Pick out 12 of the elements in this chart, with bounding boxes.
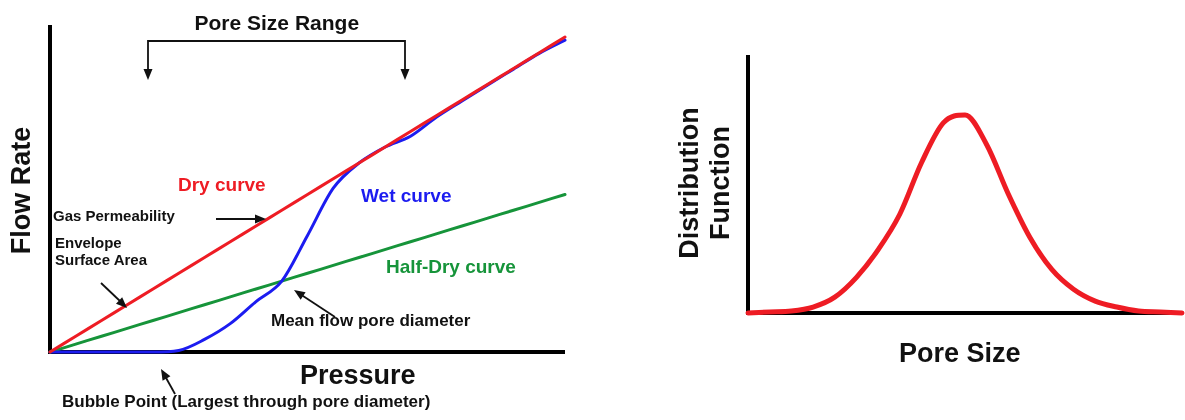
annotation: Mean flow pore diameter (271, 311, 471, 331)
series-label: Dry curve (178, 174, 266, 196)
x-axis-title: Pressure (300, 360, 416, 392)
y-axis-title: Flow Rate (6, 125, 38, 256)
y-axis-title: Distribution Function (673, 106, 736, 261)
series-label: Wet curve (361, 185, 452, 207)
text: Bubble Point (Largest through pore diameter) (62, 392, 431, 412)
x-axis-title: Pore Size (899, 338, 1021, 370)
annotation: Gas Permeability (53, 207, 175, 225)
text: Pore Size Range (194, 11, 360, 36)
annotation: Envelope Surface Area (55, 234, 148, 269)
series-label: Half-Dry curve (386, 256, 516, 278)
